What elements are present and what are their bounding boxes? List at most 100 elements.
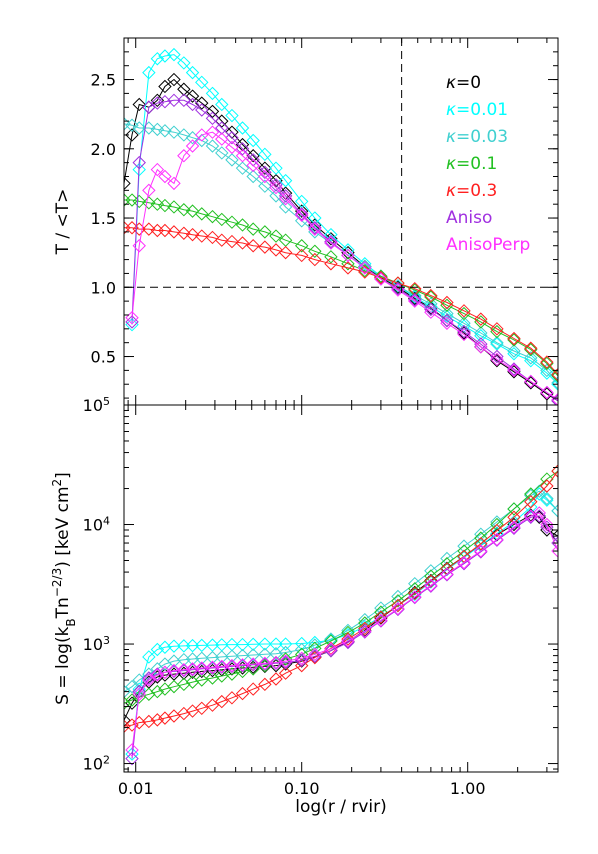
entropy-data-point <box>246 657 260 671</box>
entropy-data-point <box>308 647 322 662</box>
entropy-data-point <box>258 637 272 651</box>
temperature-data-point <box>246 133 260 148</box>
temperature-data-point <box>235 142 250 156</box>
temperature-data-point <box>235 137 250 152</box>
entropy-y-axis-label: S = log(kBTn−2/3) [keV cm2] <box>50 472 78 705</box>
temperature-data-point <box>142 222 156 236</box>
temperature-data-point <box>167 125 181 139</box>
temperature-data-point <box>308 222 322 236</box>
legend-entry: κ=0.03 <box>446 127 508 147</box>
entropy-data-point <box>540 517 554 532</box>
temperature-data-point <box>185 204 200 218</box>
temperature-data-point <box>177 82 191 96</box>
entropy-data-point <box>269 637 283 651</box>
y-tick-label: 1.0 <box>91 278 116 297</box>
entropy-data-point <box>158 711 172 725</box>
temperature-data-point <box>551 377 558 391</box>
temperature-data-point <box>424 305 438 319</box>
entropy-series-line <box>131 512 558 750</box>
temperature-data-point <box>457 327 471 342</box>
temperature-data-point <box>440 313 454 328</box>
temperature-data-point <box>278 191 293 206</box>
temperature-data-point <box>507 331 521 346</box>
temperature-data-point <box>278 245 293 260</box>
temperature-data-point <box>540 355 554 369</box>
temperature-data-point <box>177 128 191 142</box>
temperature-y-axis-label: T / <T> <box>53 189 73 256</box>
temperature-data-point <box>215 132 229 146</box>
entropy-data-point <box>308 649 322 663</box>
temperature-data-point <box>195 96 209 110</box>
y-tick-label: 1.5 <box>91 209 116 228</box>
temperature-data-point <box>142 65 156 80</box>
temperature-data-point <box>294 207 309 221</box>
temperature-data-point <box>424 288 438 303</box>
temperature-data-point <box>215 212 229 227</box>
temperature-data-point <box>124 117 131 131</box>
entropy-data-point <box>235 648 250 663</box>
entropy-data-point <box>278 666 293 680</box>
entropy-data-point <box>358 625 372 639</box>
entropy-series-4 <box>124 464 558 734</box>
temperature-series-group <box>124 47 558 405</box>
entropy-data-point <box>185 638 200 653</box>
temperature-data-point <box>490 322 504 336</box>
entropy-data-point <box>294 658 309 673</box>
temperature-data-point <box>358 261 372 275</box>
entropy-data-point <box>474 544 488 558</box>
entropy-data-point <box>195 651 209 665</box>
temperature-data-point <box>341 248 355 263</box>
temperature-data-point <box>308 252 322 267</box>
temperature-data-point <box>235 149 250 163</box>
temperature-data-point <box>225 234 239 249</box>
temperature-data-point <box>269 243 283 257</box>
temperature-data-point <box>507 363 521 378</box>
entropy-data-point <box>507 521 521 535</box>
entropy-data-point <box>490 515 504 529</box>
temperature-data-point <box>551 392 558 405</box>
temperature-data-point <box>507 365 521 379</box>
temperature-data-point <box>185 139 200 153</box>
temperature-data-point <box>142 121 156 135</box>
entropy-data-point <box>225 659 239 674</box>
temperature-data-point <box>225 131 239 145</box>
entropy-data-point <box>124 713 131 728</box>
temperature-data-point <box>225 140 239 155</box>
legend-entry: κ=0.3 <box>446 181 497 201</box>
entropy-data-point <box>125 743 139 757</box>
entropy-data-point <box>374 613 388 628</box>
entropy-data-point <box>424 569 438 583</box>
entropy-data-point <box>150 642 165 657</box>
entropy-data-point <box>246 682 260 696</box>
entropy-data-point <box>125 751 139 766</box>
entropy-data-point <box>246 648 260 662</box>
x-tick-label: 0.01 <box>118 779 154 798</box>
temperature-data-point <box>132 194 146 209</box>
temperature-data-point <box>132 222 146 236</box>
temperature-data-point <box>278 200 293 214</box>
temperature-data-point <box>205 86 220 101</box>
entropy-data-point <box>246 658 260 672</box>
entropy-data-point <box>440 551 454 566</box>
entropy-data-point <box>246 637 260 652</box>
entropy-data-point <box>225 658 239 673</box>
entropy-data-point <box>540 520 554 534</box>
temperature-data-point <box>490 352 504 367</box>
entropy-series-line <box>131 515 558 759</box>
entropy-data-point <box>215 694 229 709</box>
entropy-data-point <box>341 625 355 640</box>
y-tick-label: 104 <box>83 514 110 535</box>
temperature-data-point <box>258 225 272 239</box>
temperature-data-point <box>246 169 260 184</box>
entropy-data-point <box>507 517 521 532</box>
temperature-data-point <box>124 176 131 191</box>
temperature-data-point <box>225 153 239 167</box>
temperature-data-point <box>374 272 388 286</box>
temperature-data-point <box>185 97 200 112</box>
legend-entry: Aniso <box>446 208 492 228</box>
temperature-data-point <box>457 326 471 340</box>
entropy-data-point <box>225 691 239 705</box>
entropy-data-point <box>258 657 272 671</box>
entropy-data-point <box>551 504 558 518</box>
temperature-data-point <box>142 183 156 198</box>
